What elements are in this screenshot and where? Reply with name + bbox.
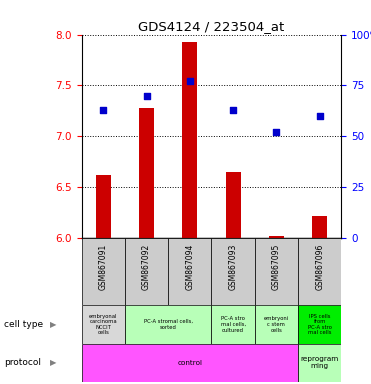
Point [144,93,150,99]
Text: embryoni
c stem
cells: embryoni c stem cells [264,316,289,333]
Bar [211,305,255,344]
Bar [226,172,241,238]
Text: ▶: ▶ [50,320,57,329]
Bar [255,305,298,344]
Text: GSM867091: GSM867091 [99,243,108,290]
Point [100,107,106,113]
Bar [125,238,168,305]
Text: protocol: protocol [4,358,41,367]
Text: IPS cells
from
PC-A stro
mal cells: IPS cells from PC-A stro mal cells [308,314,332,335]
Bar [139,108,154,238]
Bar [125,305,211,344]
Text: GSM867096: GSM867096 [315,243,324,290]
Bar [298,238,341,305]
Bar [211,238,255,305]
Text: reprogram
ming: reprogram ming [301,356,339,369]
Bar [182,42,197,238]
Bar [298,305,341,344]
Text: control: control [177,360,202,366]
Title: GDS4124 / 223504_at: GDS4124 / 223504_at [138,20,285,33]
Point [317,113,323,119]
Bar [82,238,125,305]
Point [230,107,236,113]
Bar [82,305,125,344]
Text: PC-A stromal cells,
sorted: PC-A stromal cells, sorted [144,319,193,330]
Text: ▶: ▶ [50,358,57,367]
Bar [168,238,211,305]
Text: GSM867094: GSM867094 [186,243,194,290]
Point [187,78,193,84]
Text: cell type: cell type [4,320,43,329]
Point [273,129,279,135]
Text: GSM867093: GSM867093 [229,243,237,290]
Text: embryonal
carcinoma
NCCIT
cells: embryonal carcinoma NCCIT cells [89,314,118,335]
Text: PC-A stro
mal cells,
cultured: PC-A stro mal cells, cultured [220,316,246,333]
Bar [298,344,341,382]
Text: GSM867092: GSM867092 [142,243,151,290]
Bar [96,175,111,238]
Bar [255,238,298,305]
Text: GSM867095: GSM867095 [272,243,281,290]
Bar [82,344,298,382]
Bar [269,236,284,238]
Bar [312,216,327,238]
